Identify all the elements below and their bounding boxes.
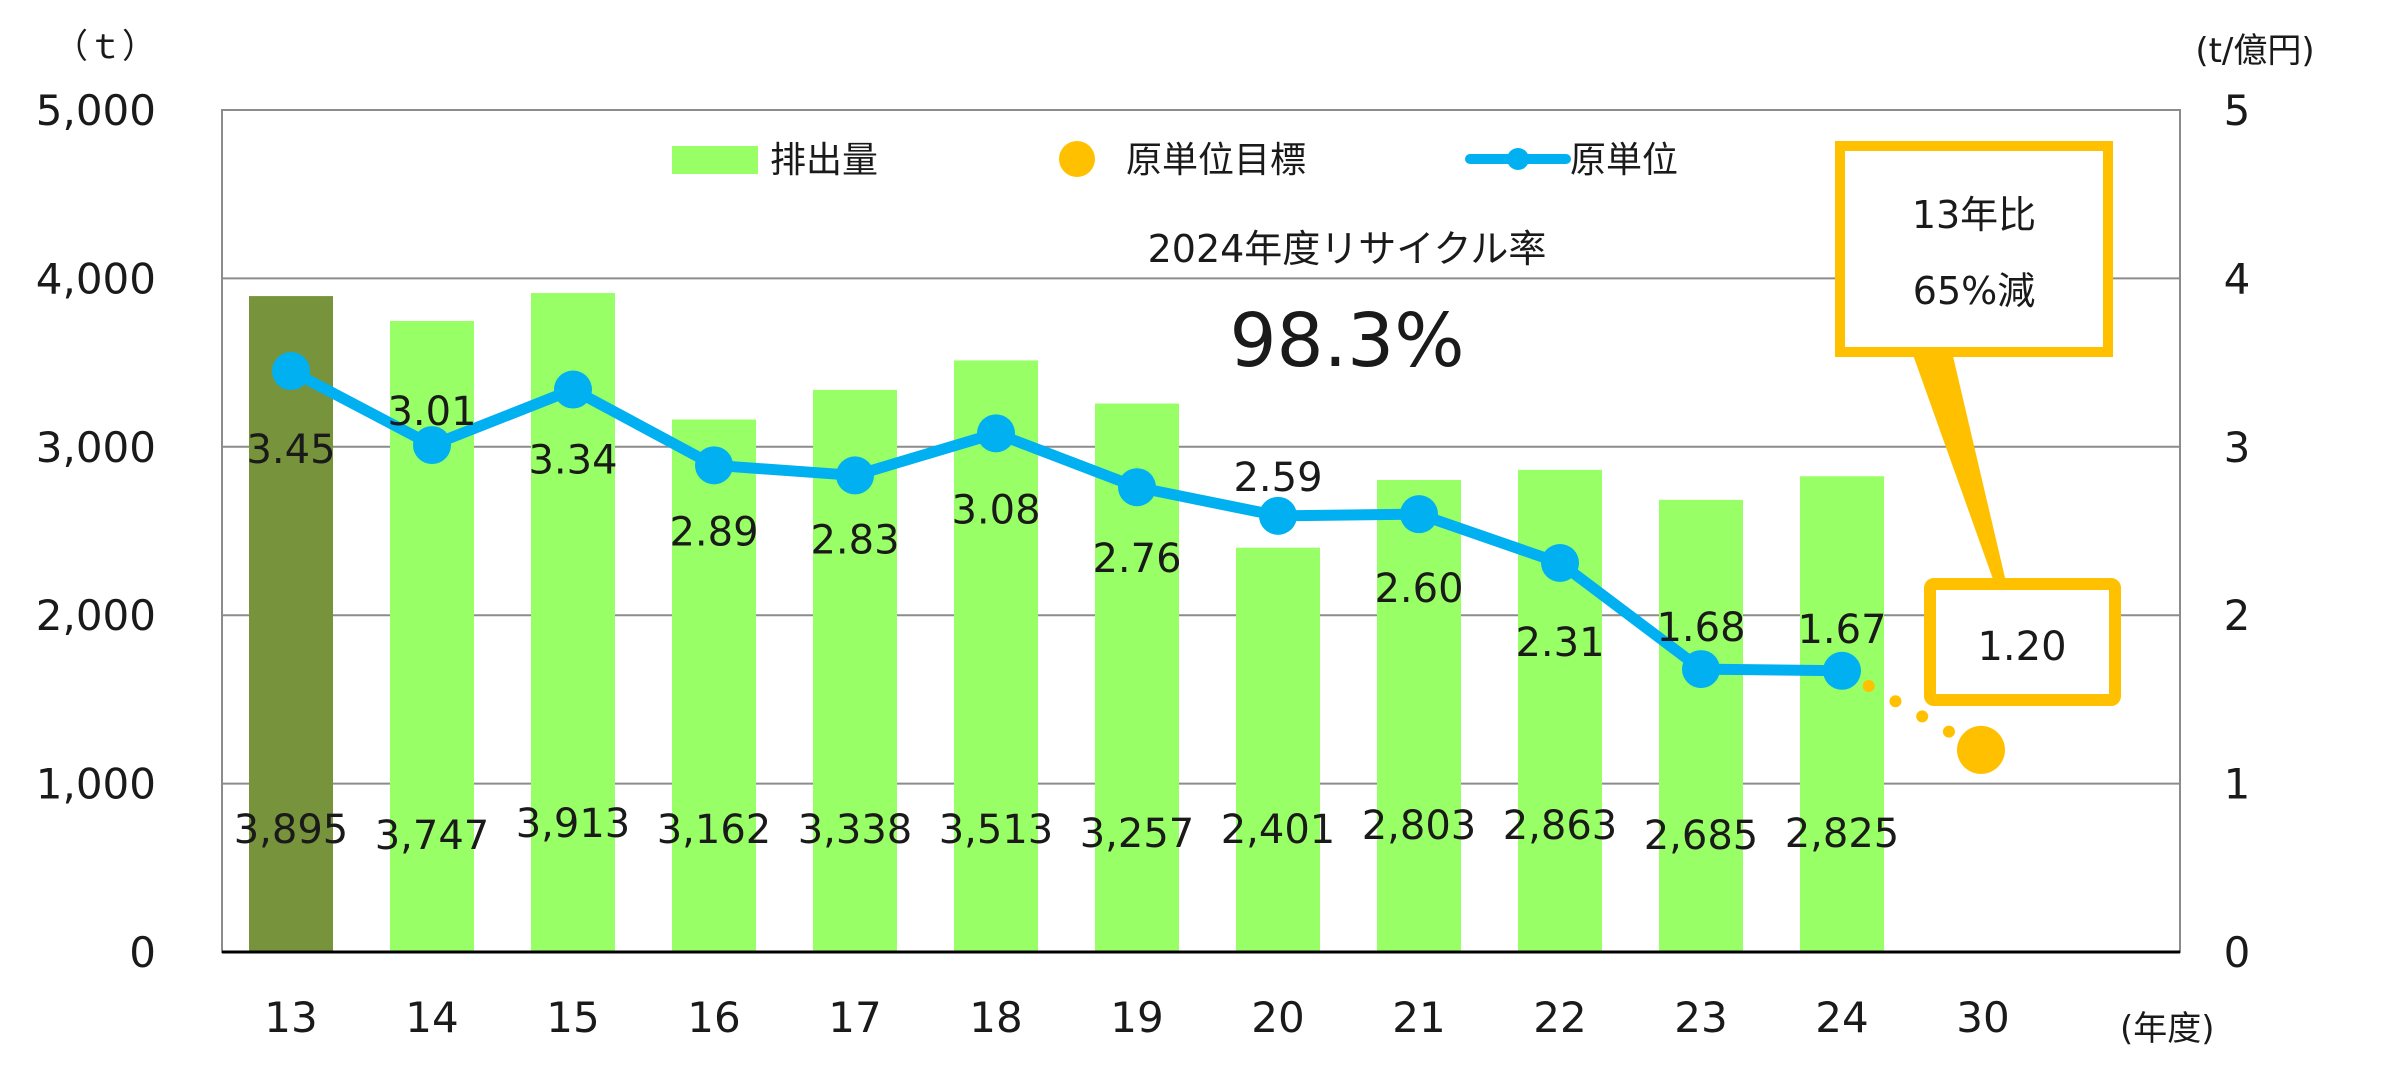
x-tick-label: 23 — [1674, 993, 1727, 1042]
x-tick-label: 13 — [264, 993, 317, 1042]
bar-value-label: 3,338 — [798, 807, 913, 853]
x-tick-label: 16 — [687, 993, 740, 1042]
x-tick-label: 24 — [1815, 993, 1868, 1042]
x-tick-label: 22 — [1533, 993, 1586, 1042]
bar-value-label: 2,685 — [1644, 813, 1759, 859]
intensity-value-label: 2.59 — [1233, 455, 1322, 501]
y-left-tick-label: 2,000 — [36, 591, 156, 640]
y-right-tick-label: 2 — [2224, 591, 2251, 640]
intensity-marker — [1682, 650, 1720, 689]
target-box-frame — [1924, 578, 2121, 706]
intensity-value-label: 2.31 — [1515, 620, 1604, 666]
intensity-value-label: 2.76 — [1092, 536, 1181, 582]
intensity-value-label: 2.83 — [810, 517, 899, 563]
x-tick-label: 14 — [405, 993, 458, 1042]
bar-value-label: 3,513 — [939, 807, 1054, 853]
y-right-tick-label: 0 — [2224, 928, 2251, 977]
x-tick-label: 21 — [1392, 993, 1445, 1042]
target-value-label: 1.20 — [1977, 624, 2066, 670]
intensity-marker — [554, 370, 592, 409]
bar — [1800, 476, 1884, 952]
target-trend-dot — [1889, 695, 1902, 708]
y-right-tick-label: 1 — [2224, 760, 2251, 809]
legend-label-emissions: 排出量 — [770, 140, 878, 181]
x-tick-label: 15 — [546, 993, 599, 1042]
bar-value-label: 3,913 — [516, 801, 631, 847]
target-trend-dot — [1942, 725, 1955, 738]
x-tick-label: 17 — [828, 993, 881, 1042]
bar-value-label: 3,162 — [657, 807, 772, 853]
y-left-tick-label: 5,000 — [36, 86, 156, 135]
intensity-line — [285, 365, 1848, 677]
target-trend-dot — [1916, 710, 1929, 723]
legend-swatch-target — [1059, 141, 1095, 177]
intensity-marker — [1541, 543, 1579, 582]
callout-pointer — [1912, 352, 2006, 582]
bar-value-label: 2,825 — [1785, 811, 1900, 857]
bar — [1518, 469, 1602, 952]
intensity-value-label: 2.60 — [1374, 566, 1463, 612]
y-left-tick-label: 1,000 — [36, 760, 156, 809]
y-left-tick-label: 3,000 — [36, 423, 156, 472]
intensity-marker — [1259, 496, 1297, 535]
bar-value-label: 2,803 — [1362, 803, 1477, 849]
bar-value-label: 3,257 — [1080, 811, 1195, 857]
x-tick-label: 18 — [969, 993, 1022, 1042]
intensity-value-label: 3.01 — [387, 389, 476, 435]
intensity-marker — [1118, 468, 1156, 507]
bar — [1236, 547, 1320, 952]
x-axis-title: (年度) — [2120, 1009, 2215, 1049]
intensity-marker — [836, 456, 874, 495]
recycle-rate-title: 2024年度リサイクル率 — [1148, 227, 1547, 271]
line-series — [272, 352, 2005, 774]
legend: 排出量 原単位目標 原単位 — [672, 140, 1678, 181]
intensity-marker — [695, 446, 733, 485]
x-tick-label: 20 — [1251, 993, 1304, 1042]
recycle-rate-value: 98.3% — [1229, 298, 1464, 384]
bar — [672, 419, 756, 953]
legend-label-target: 原単位目標 — [1126, 140, 1306, 181]
callout-line-1: 13年比 — [1912, 193, 2036, 237]
intensity-value-label: 3.34 — [528, 438, 617, 484]
bar — [249, 296, 333, 952]
legend-swatch-intensity-marker — [1507, 148, 1529, 170]
y-right-tick-label: 3 — [2224, 423, 2251, 472]
data-labels: 3,895 3,747 3,913 3,162 3,338 3,513 3,257 2,401… — [234, 389, 1900, 859]
intensity-marker — [1400, 495, 1438, 534]
y-left-tick-label: 0 — [129, 928, 156, 977]
intensity-value-label: 2.89 — [669, 509, 758, 555]
target-marker — [1957, 725, 2005, 774]
y-right-tick-label: 4 — [2224, 254, 2251, 303]
bar — [1377, 479, 1461, 952]
intensity-marker — [413, 426, 451, 465]
bar-value-label: 3,747 — [375, 813, 490, 859]
intensity-marker — [1823, 651, 1861, 690]
right-axis-unit: (t/億円) — [2195, 31, 2314, 71]
x-tick-label: 30 — [1956, 993, 2009, 1042]
reduction-callout: 13年比 65%減 — [1835, 141, 2113, 582]
intensity-value-label: 1.67 — [1797, 607, 1886, 653]
y-left-tick-label: 4,000 — [36, 254, 156, 303]
bar — [1659, 499, 1743, 952]
callout-line-2: 65%減 — [1913, 269, 2035, 313]
y-right-tick-label: 5 — [2224, 86, 2251, 135]
legend-label-intensity: 原単位 — [1570, 140, 1678, 181]
bar-value-label: 2,401 — [1221, 807, 1336, 853]
intensity-value-label: 3.08 — [951, 487, 1040, 533]
legend-swatch-emissions — [672, 146, 758, 174]
bar-value-label: 3,895 — [234, 807, 349, 853]
intensity-marker — [272, 352, 310, 391]
intensity-value-label: 1.68 — [1656, 605, 1745, 651]
bar — [954, 360, 1038, 953]
callout-box — [1835, 141, 2113, 357]
intensity-value-label: 3.45 — [246, 427, 335, 473]
target-value-box: 1.20 — [1924, 578, 2121, 706]
bar-value-label: 2,863 — [1503, 803, 1618, 849]
intensity-marker — [977, 414, 1015, 453]
target-trend-dot — [1862, 679, 1875, 692]
left-axis-unit: （ｔ） — [54, 27, 156, 67]
x-tick-label: 19 — [1110, 993, 1163, 1042]
